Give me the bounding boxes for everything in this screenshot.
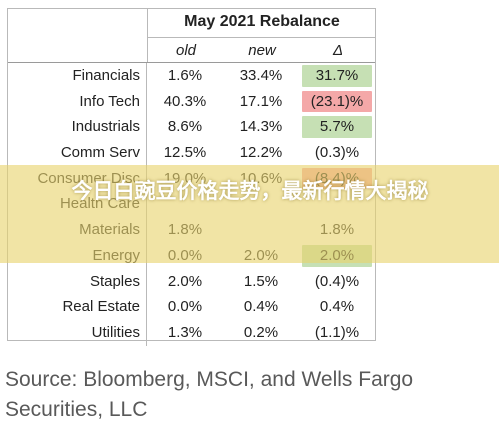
- new-weight: 14.3%: [239, 118, 283, 136]
- old-weight: 1.6%: [167, 67, 203, 84]
- new-weight: 33.4%: [239, 67, 283, 84]
- delta-cell: 0.4%: [299, 294, 375, 320]
- col-header-old: old: [175, 42, 197, 59]
- table-row: Info Tech 40.3% 17.1% (23.1)%: [8, 88, 375, 115]
- delta-cell: (0.4)%: [299, 269, 375, 295]
- table-row: Utilities 1.3% 0.2% (1.1)%: [8, 319, 375, 346]
- table-row: Financials 1.6% 33.4% 31.7%: [8, 63, 375, 89]
- old-weight: 12.5%: [163, 144, 207, 162]
- sector-label: Financials: [8, 63, 147, 89]
- delta-value: (1.1)%: [314, 323, 360, 341]
- table-row: Comm Serv 12.5% 12.2% (0.3)%: [8, 140, 375, 166]
- delta-value: 5.7%: [319, 118, 355, 136]
- old-weight: 0.0%: [167, 298, 203, 316]
- col-header-new: new: [248, 42, 276, 59]
- new-weight: 12.2%: [239, 144, 283, 162]
- sector-label: Industrials: [8, 114, 147, 141]
- sector-label: Real Estate: [8, 294, 147, 320]
- banner-headline: 今日白豌豆价格走势，最新行情大揭秘: [71, 180, 429, 203]
- delta-cell: (1.1)%: [299, 320, 375, 346]
- increase-highlight: [302, 65, 372, 87]
- col-header-delta: Δ: [332, 42, 344, 59]
- delta-value: 0.4%: [319, 298, 355, 316]
- delta-cell: (0.3)%: [299, 140, 375, 166]
- sector-label: Info Tech: [8, 88, 147, 115]
- sector-label: Comm Serv: [8, 140, 147, 166]
- old-weight: 1.3%: [167, 323, 203, 341]
- column-headers: old new Δ: [147, 37, 376, 62]
- sector-label: Utilities: [8, 319, 147, 346]
- table-row: Staples 2.0% 1.5% (0.4)%: [8, 268, 375, 295]
- source-note: Source: Bloomberg, MSCI, and Wells Fargo…: [5, 368, 414, 421]
- increase-highlight: [302, 116, 372, 139]
- old-weight: 40.3%: [163, 92, 207, 110]
- delta-cell: (23.1)%: [299, 89, 375, 115]
- old-weight: 8.6%: [167, 118, 203, 136]
- new-weight: 0.4%: [243, 298, 279, 316]
- table-title: May 2021 Rebalance: [147, 9, 376, 37]
- delta-cell: 5.7%: [299, 114, 375, 140]
- delta-value: 31.7%: [315, 67, 359, 84]
- new-weight: 0.2%: [243, 323, 279, 341]
- table-row: Real Estate 0.0% 0.4% 0.4%: [8, 294, 375, 320]
- sector-label: Staples: [8, 268, 147, 295]
- delta-value: (0.4)%: [314, 272, 360, 290]
- overlay-banner: [0, 165, 499, 263]
- decrease-highlight: [302, 90, 372, 113]
- header-divider: [8, 62, 375, 63]
- delta-value: (0.3)%: [314, 144, 360, 162]
- new-weight: 1.5%: [243, 272, 279, 290]
- new-weight: 17.1%: [239, 92, 283, 110]
- delta-cell: 31.7%: [299, 63, 375, 89]
- table-row: Industrials 8.6% 14.3% 5.7%: [8, 114, 375, 141]
- old-weight: 2.0%: [167, 272, 203, 290]
- delta-value: (23.1)%: [310, 92, 364, 110]
